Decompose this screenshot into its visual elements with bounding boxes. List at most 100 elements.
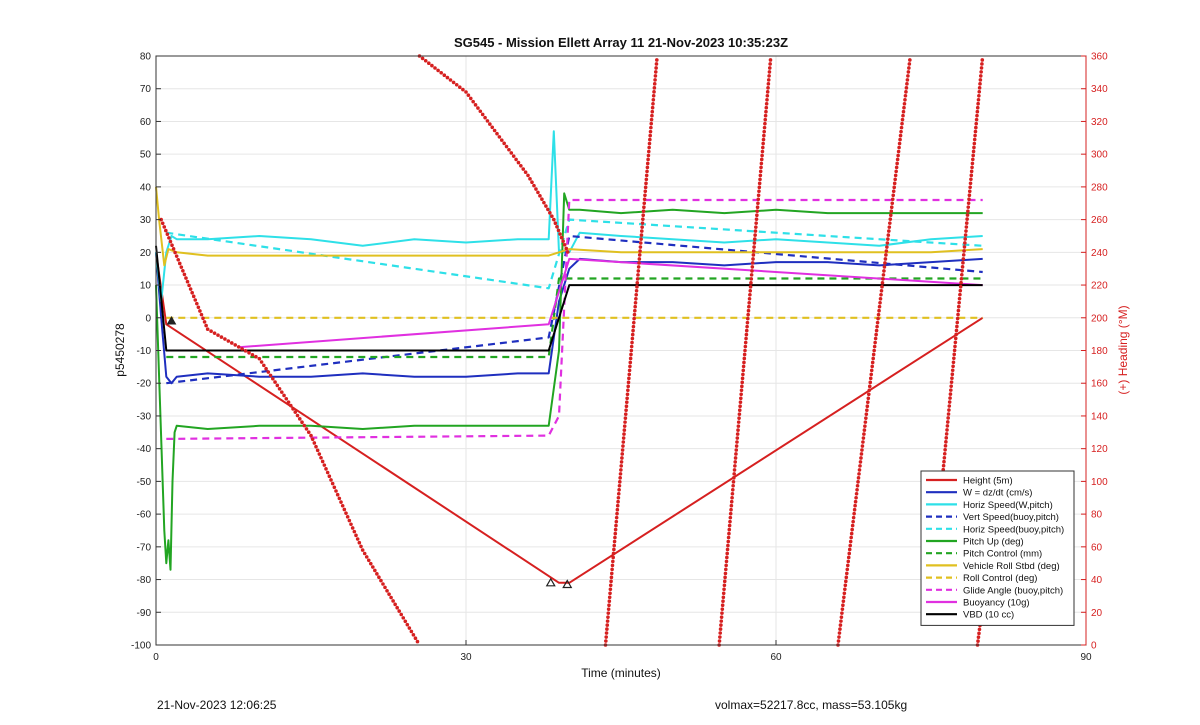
heading-point bbox=[979, 66, 984, 70]
heading-point bbox=[648, 137, 652, 142]
heading-point bbox=[297, 417, 302, 421]
heading-point bbox=[942, 455, 947, 460]
heading-point bbox=[976, 101, 980, 106]
heading-point bbox=[849, 535, 853, 540]
heading-point bbox=[354, 533, 358, 538]
heading-point bbox=[604, 635, 608, 639]
heading-point bbox=[961, 261, 965, 265]
heading-point bbox=[471, 99, 475, 104]
heading-point bbox=[977, 93, 981, 98]
y-tick-label-right: 220 bbox=[1091, 281, 1108, 292]
heading-point bbox=[347, 518, 352, 523]
heading-point bbox=[647, 145, 651, 150]
heading-point bbox=[737, 408, 742, 412]
y-tick-label-left: 20 bbox=[140, 248, 152, 259]
heading-point bbox=[528, 177, 532, 181]
heading-point bbox=[377, 575, 381, 580]
y-tick-label-right: 140 bbox=[1091, 411, 1108, 422]
heading-point bbox=[393, 602, 397, 607]
heading-point bbox=[558, 232, 562, 236]
heading-point bbox=[768, 58, 773, 62]
heading-point bbox=[184, 276, 188, 280]
heading-point bbox=[604, 631, 609, 635]
heading-point bbox=[653, 74, 658, 78]
heading-point bbox=[907, 66, 911, 70]
heading-point bbox=[746, 308, 751, 313]
heading-point bbox=[947, 404, 952, 408]
heading-point bbox=[729, 503, 734, 508]
heading-point bbox=[745, 320, 750, 325]
heading-point bbox=[899, 129, 903, 134]
heading-point bbox=[229, 341, 234, 345]
heading-point bbox=[976, 639, 980, 643]
heading-point bbox=[952, 356, 956, 361]
heading-point bbox=[723, 575, 727, 580]
heading-point bbox=[877, 308, 881, 313]
heading-point bbox=[641, 209, 646, 214]
heading-point bbox=[564, 246, 569, 251]
heading-point bbox=[765, 93, 770, 98]
heading-point bbox=[624, 408, 628, 412]
heading-point bbox=[173, 250, 177, 255]
heading-point bbox=[842, 595, 846, 600]
heading-point bbox=[626, 380, 631, 385]
heading-point bbox=[890, 201, 895, 206]
heading-point bbox=[639, 237, 643, 241]
heading-point bbox=[847, 547, 852, 552]
heading-point bbox=[495, 131, 499, 136]
legend-label: Pitch Up (deg) bbox=[963, 537, 1024, 548]
heading-point bbox=[745, 324, 749, 329]
heading-point bbox=[344, 511, 348, 515]
heading-point bbox=[958, 292, 962, 297]
heading-point bbox=[607, 595, 612, 600]
heading-point bbox=[619, 468, 623, 472]
heading-point bbox=[609, 575, 614, 580]
heading-point bbox=[646, 157, 650, 162]
heading-point bbox=[360, 548, 365, 552]
heading-point bbox=[177, 261, 182, 266]
heading-point bbox=[650, 109, 655, 114]
heading-point bbox=[878, 296, 883, 301]
heading-point bbox=[339, 500, 343, 504]
heading-point bbox=[873, 336, 878, 341]
heading-point bbox=[753, 229, 758, 233]
heading-point bbox=[608, 591, 612, 596]
heading-point bbox=[216, 333, 220, 337]
heading-point bbox=[975, 113, 979, 118]
heading-point bbox=[614, 519, 619, 524]
heading-point bbox=[944, 440, 948, 444]
heading-point bbox=[837, 631, 842, 635]
heading-point bbox=[366, 558, 371, 563]
heading-point bbox=[866, 392, 871, 397]
heading-point bbox=[638, 241, 643, 245]
heading-point bbox=[761, 137, 766, 142]
heading-point bbox=[884, 253, 888, 257]
heading-point bbox=[552, 217, 556, 222]
heading-point bbox=[736, 424, 741, 428]
heading-point bbox=[391, 599, 395, 603]
heading-point bbox=[526, 173, 530, 178]
heading-point bbox=[880, 285, 884, 289]
heading-point bbox=[606, 611, 611, 615]
heading-point bbox=[618, 476, 622, 480]
heading-point bbox=[219, 335, 224, 339]
heading-point bbox=[870, 364, 875, 369]
heading-point bbox=[644, 181, 648, 186]
heading-point bbox=[728, 515, 733, 520]
y-tick-label-right: 340 bbox=[1091, 84, 1108, 95]
footer-volmax-mass: volmax=52217.8cc, mass=53.105kg bbox=[715, 698, 908, 712]
heading-point bbox=[628, 364, 632, 369]
heading-point bbox=[839, 619, 843, 623]
heading-point bbox=[960, 272, 964, 277]
heading-point bbox=[760, 149, 765, 154]
heading-point bbox=[950, 372, 955, 377]
heading-point bbox=[615, 507, 620, 512]
heading-point bbox=[901, 113, 905, 118]
heading-point bbox=[887, 229, 891, 233]
heading-point bbox=[969, 177, 973, 182]
heading-point bbox=[617, 484, 622, 488]
heading-point bbox=[622, 424, 627, 428]
heading-point bbox=[726, 543, 730, 548]
heading-point bbox=[839, 615, 844, 619]
heading-point bbox=[629, 344, 634, 349]
